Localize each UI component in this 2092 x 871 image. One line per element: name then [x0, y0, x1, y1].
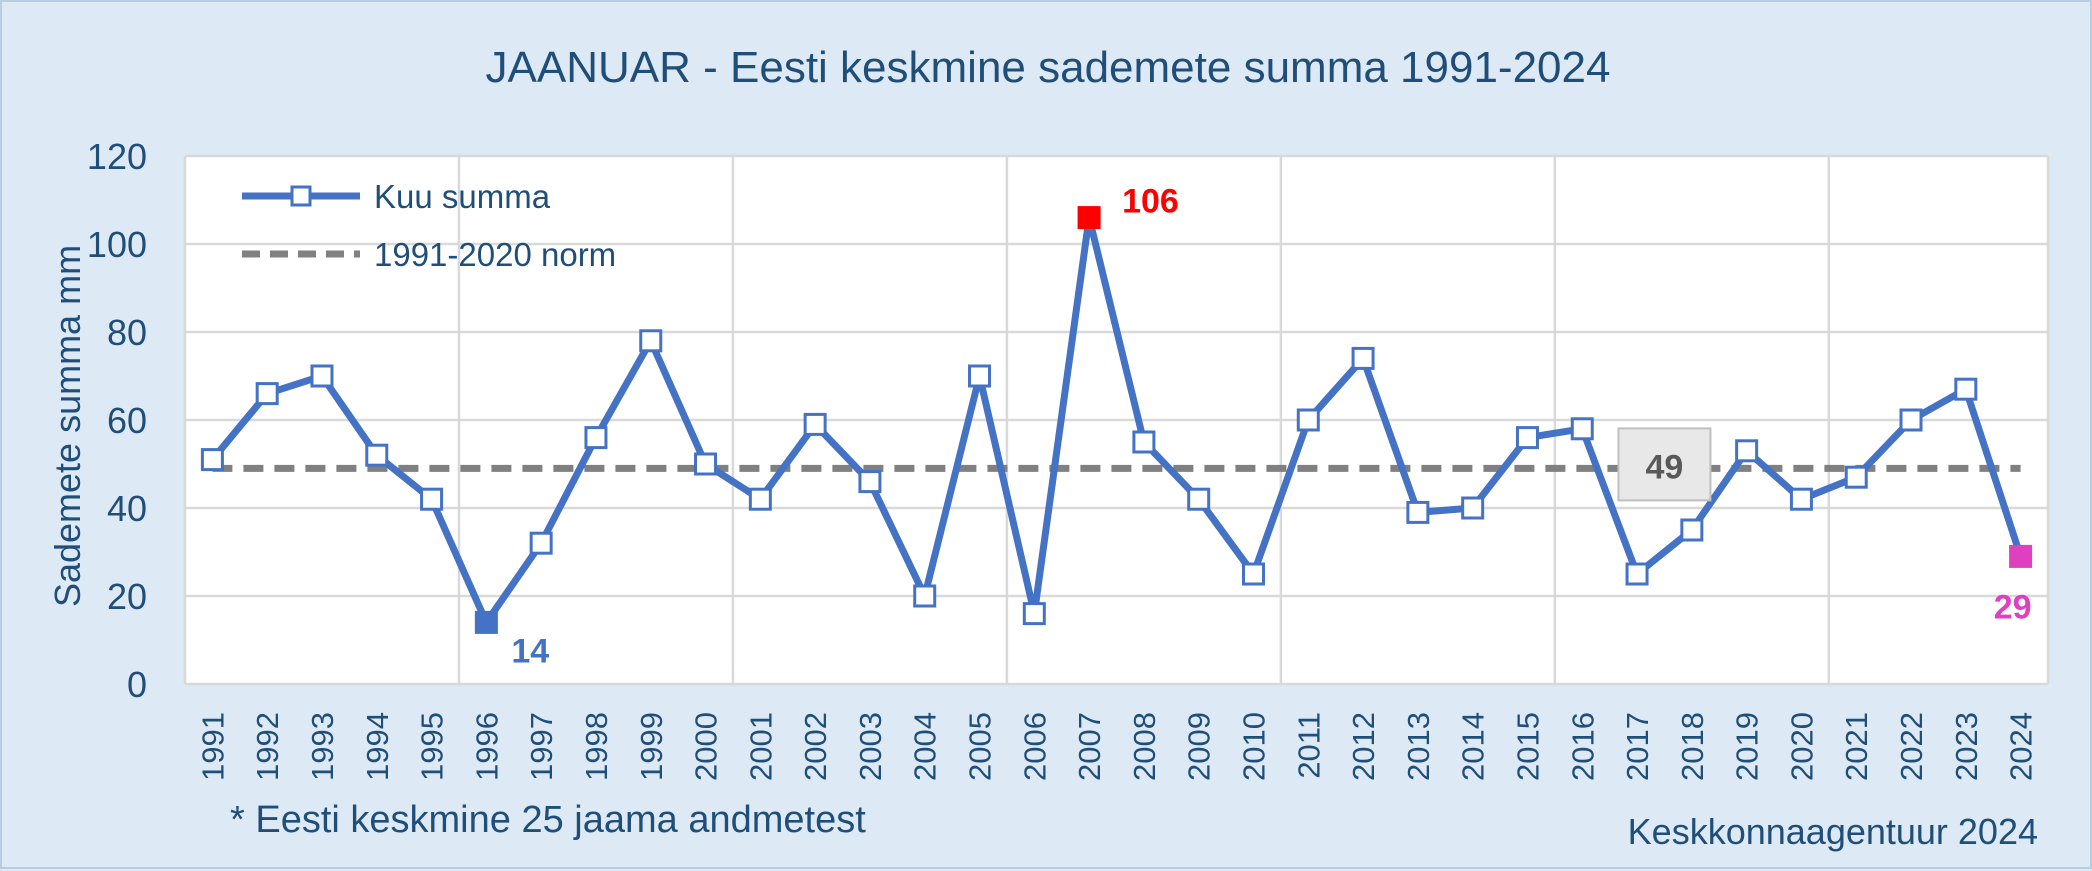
x-tick-label: 2017 [1620, 712, 1655, 781]
min-value-label: 14 [511, 632, 549, 670]
legend-label-norm: 1991-2020 norm [374, 236, 616, 273]
x-tick-label: 2019 [1730, 712, 1765, 781]
x-tick-label: 1994 [360, 712, 395, 781]
data-point [420, 487, 444, 511]
x-tick-label: 1998 [579, 712, 614, 781]
gridlines [183, 154, 2050, 686]
x-tick-label: 1993 [305, 712, 340, 781]
x-tick-label: 2005 [963, 712, 998, 781]
y-tick-label: 60 [107, 400, 147, 441]
x-tick-label: 2016 [1565, 712, 1600, 781]
legend-marker-monthly [290, 185, 312, 207]
x-tick-label: 2012 [1346, 712, 1381, 781]
data-point [1022, 602, 1046, 626]
x-tick-label: 2001 [743, 712, 778, 781]
y-tick-label: 40 [107, 488, 147, 529]
x-tick-label: 2002 [798, 712, 833, 781]
data-point [310, 364, 334, 388]
y-tick-label: 100 [87, 224, 147, 265]
data-point [2009, 544, 2033, 568]
x-tick-label: 2023 [1949, 712, 1984, 781]
data-point [1844, 465, 1868, 489]
x-tick-label: 2024 [2004, 712, 2039, 781]
y-axis-label: Sademete summa mm [47, 245, 88, 607]
source-credit: Keskkonnaagentuur 2024 [1628, 811, 2038, 852]
x-tick-label: 1999 [634, 712, 669, 781]
x-tick-label: 2010 [1236, 712, 1271, 781]
norm-value-label: 49 [1646, 448, 1684, 486]
data-point [1789, 487, 1813, 511]
x-tick-label: 2022 [1894, 712, 1929, 781]
data-point [858, 470, 882, 494]
y-tick-label: 80 [107, 312, 147, 353]
x-tick-label: 2006 [1017, 712, 1052, 781]
latest-value-label: 29 [1994, 588, 2032, 626]
data-point [1625, 562, 1649, 586]
data-point [1899, 408, 1923, 432]
data-point [913, 584, 937, 608]
x-tick-label: 2015 [1510, 712, 1545, 781]
x-tick-label: 2011 [1291, 712, 1326, 779]
x-tick-label: 2014 [1456, 712, 1491, 781]
x-tick-label: 2007 [1072, 712, 1107, 781]
data-point [1077, 206, 1101, 230]
x-tick-label: 1997 [524, 712, 559, 781]
legend: Kuu summa 1991-2020 norm [242, 178, 616, 273]
data-point [1735, 439, 1759, 463]
data-point [694, 452, 718, 476]
data-point [1954, 377, 1978, 401]
data-point [1515, 426, 1539, 450]
x-axis-ticks: 1991 1992 1993 1994 1995 1996 1997 1998 1999 2000… [195, 712, 2038, 781]
x-tick-label: 2000 [689, 712, 724, 781]
y-tick-label: 0 [127, 664, 147, 705]
chart-title: JAANUAR - Eesti keskmine sademete summa … [486, 43, 1611, 92]
y-tick-label: 120 [87, 136, 147, 177]
data-point [1461, 496, 1485, 520]
y-axis-ticks: 0 20 40 60 80 100 120 [87, 136, 147, 705]
data-point [1132, 430, 1156, 454]
y-tick-label: 20 [107, 576, 147, 617]
data-point [474, 610, 498, 634]
data-point [748, 487, 772, 511]
data-point [365, 443, 389, 467]
x-tick-label: 2013 [1401, 712, 1436, 781]
x-tick-label: 2009 [1182, 712, 1217, 781]
x-tick-label: 2003 [853, 712, 888, 781]
annotations: 14 106 29 49 [511, 183, 2031, 671]
data-point [1406, 500, 1430, 524]
data-point [529, 531, 553, 555]
data-point [1570, 417, 1594, 441]
data-point [584, 426, 608, 450]
data-point [255, 382, 279, 406]
x-tick-label: 2004 [908, 712, 943, 781]
x-tick-label: 2021 [1839, 712, 1874, 781]
data-point [1296, 408, 1320, 432]
x-tick-label: 1996 [469, 712, 504, 781]
norm-value-box [1617, 427, 1712, 502]
x-tick-label: 1992 [250, 712, 285, 781]
data-point [803, 412, 827, 436]
x-tick-label: 2008 [1127, 712, 1162, 781]
data-point [1351, 346, 1375, 370]
monthly-series [200, 206, 2033, 634]
x-tick-label: 1995 [415, 712, 450, 781]
legend-label-monthly: Kuu summa [374, 178, 551, 215]
data-point [1187, 487, 1211, 511]
series-line [209, 214, 2024, 626]
x-tick-label: 2018 [1675, 712, 1710, 781]
footnote: * Eesti keskmine 25 jaama andmetest [230, 799, 866, 841]
data-point [200, 448, 224, 472]
data-point [639, 329, 663, 353]
x-tick-label: 1991 [195, 712, 230, 781]
x-tick-label: 2020 [1784, 712, 1819, 781]
data-point [968, 364, 992, 388]
max-value-label: 106 [1122, 183, 1179, 221]
data-point [1680, 518, 1704, 542]
data-point [1241, 562, 1265, 586]
